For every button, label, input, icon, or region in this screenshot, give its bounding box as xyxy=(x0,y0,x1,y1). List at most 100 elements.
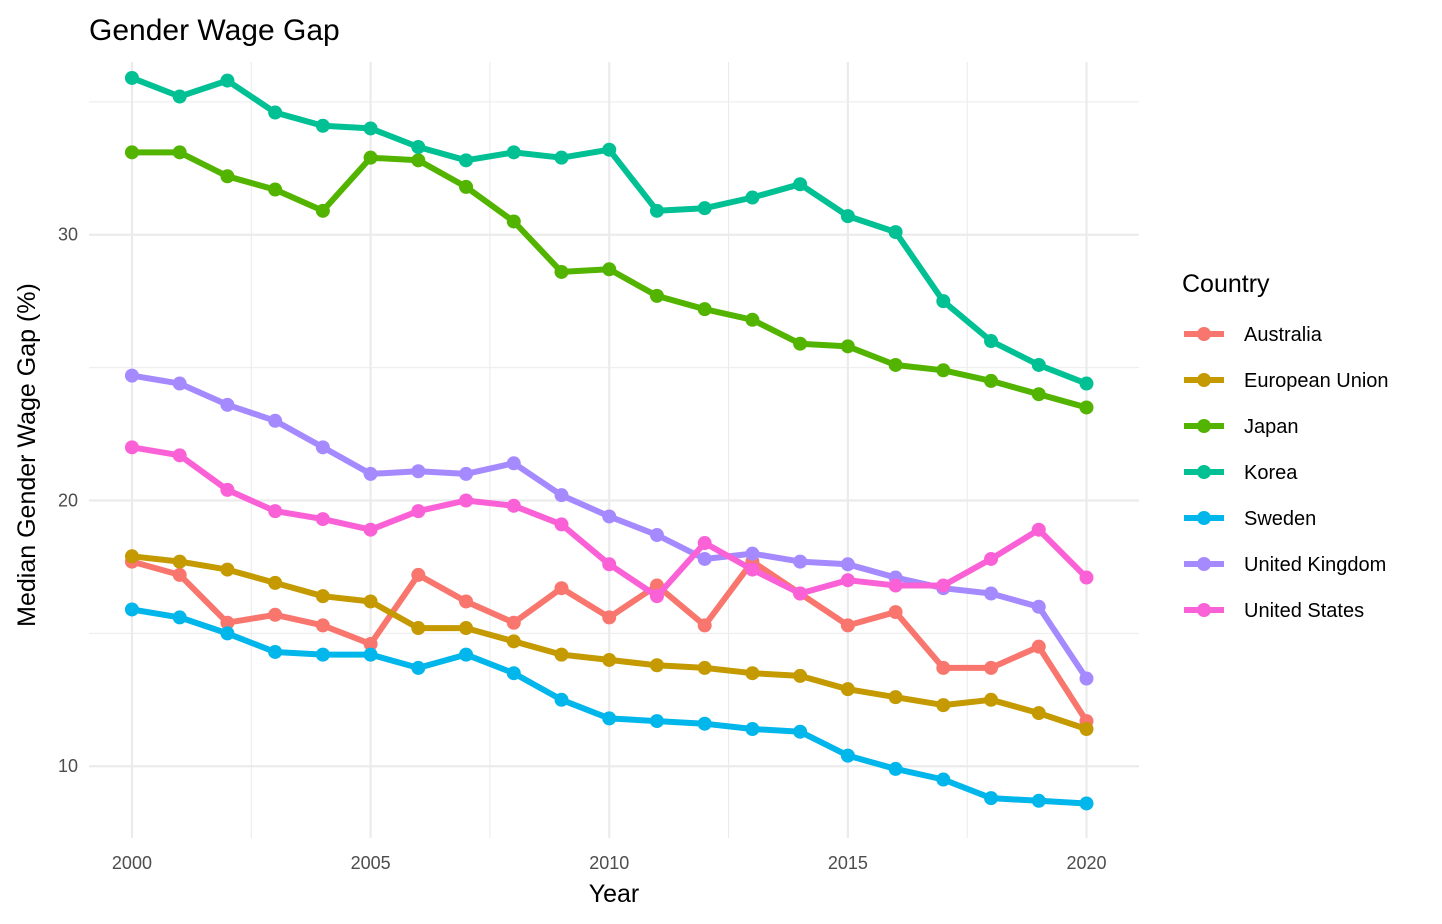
data-point-united-states xyxy=(649,589,664,604)
series-united-states xyxy=(124,440,1094,604)
legend-title: Country xyxy=(1182,270,1270,298)
data-point-european-union xyxy=(315,589,330,604)
data-point-korea xyxy=(172,89,187,104)
data-point-united-states xyxy=(268,504,283,519)
data-point-sweden xyxy=(649,714,664,729)
x-tick-label: 2015 xyxy=(828,853,868,873)
data-point-sweden xyxy=(840,748,855,763)
data-point-korea xyxy=(649,203,664,218)
data-point-japan xyxy=(602,262,617,277)
data-point-united-states xyxy=(697,536,712,551)
legend-key-point xyxy=(1197,603,1211,617)
data-point-united-kingdom xyxy=(220,397,235,412)
data-point-sweden xyxy=(602,711,617,726)
data-point-united-states xyxy=(984,551,999,566)
legend-label: Sweden xyxy=(1244,508,1316,530)
data-point-european-union xyxy=(411,621,426,636)
data-point-korea xyxy=(936,294,951,309)
data-point-united-states xyxy=(315,512,330,527)
data-point-european-union xyxy=(506,634,521,649)
legend-item-australia: Australia xyxy=(1184,324,1323,346)
data-point-korea xyxy=(745,190,760,205)
data-point-korea xyxy=(554,150,569,165)
data-point-australia xyxy=(220,615,235,630)
data-point-japan xyxy=(793,336,808,351)
chart-title: Gender Wage Gap xyxy=(89,14,340,47)
data-point-korea xyxy=(1031,357,1046,372)
data-point-korea xyxy=(888,225,903,240)
legend-item-united-kingdom: United Kingdom xyxy=(1184,554,1386,576)
x-axis-title: Year xyxy=(589,880,640,908)
data-point-japan xyxy=(506,214,521,229)
data-point-australia xyxy=(268,607,283,622)
data-point-united-kingdom xyxy=(411,464,426,479)
data-point-japan xyxy=(124,145,139,160)
legend-label: Korea xyxy=(1244,462,1298,484)
data-point-sweden xyxy=(1079,796,1094,811)
data-point-united-states xyxy=(602,557,617,572)
data-point-european-union xyxy=(554,647,569,662)
x-tick-label: 2010 xyxy=(589,853,629,873)
data-point-korea xyxy=(363,121,378,136)
data-point-sweden xyxy=(220,626,235,641)
data-point-united-kingdom xyxy=(793,554,808,569)
series-european-union xyxy=(124,549,1094,737)
data-point-european-union xyxy=(268,575,283,590)
data-point-korea xyxy=(697,201,712,216)
data-point-sweden xyxy=(984,791,999,806)
data-point-korea xyxy=(1079,376,1094,391)
data-point-sweden xyxy=(268,644,283,659)
data-point-sweden xyxy=(1031,793,1046,808)
data-point-korea xyxy=(602,142,617,157)
data-point-sweden xyxy=(363,647,378,662)
legend-key-point xyxy=(1197,419,1211,433)
data-point-united-kingdom xyxy=(124,368,139,383)
plot-series xyxy=(124,70,1094,811)
data-point-australia xyxy=(1031,639,1046,654)
data-point-korea xyxy=(411,140,426,155)
data-point-japan xyxy=(840,339,855,354)
y-tick-label: 10 xyxy=(58,756,78,776)
data-point-japan xyxy=(1031,387,1046,402)
data-point-australia xyxy=(984,660,999,675)
data-point-european-union xyxy=(172,554,187,569)
legend-key-point xyxy=(1197,465,1211,479)
y-axis-ticks: 10 20 30 xyxy=(58,225,78,777)
data-point-united-states xyxy=(745,562,760,577)
data-point-japan xyxy=(984,373,999,388)
legend-label: Japan xyxy=(1244,416,1299,438)
data-point-japan xyxy=(411,153,426,168)
data-point-australia xyxy=(315,618,330,633)
data-point-united-states xyxy=(936,578,951,593)
data-point-european-union xyxy=(984,692,999,707)
legend-label: European Union xyxy=(1244,370,1389,392)
data-point-european-union xyxy=(888,690,903,705)
data-point-japan xyxy=(649,288,664,303)
data-point-united-states xyxy=(888,578,903,593)
data-point-european-union xyxy=(793,668,808,683)
data-point-united-kingdom xyxy=(363,466,378,481)
data-point-united-states xyxy=(172,448,187,463)
data-point-japan xyxy=(888,357,903,372)
data-point-united-states xyxy=(554,517,569,532)
data-point-united-states xyxy=(459,493,474,508)
data-point-sweden xyxy=(936,772,951,787)
data-point-united-kingdom xyxy=(840,557,855,572)
data-point-european-union xyxy=(649,658,664,673)
data-point-united-states xyxy=(1031,522,1046,537)
data-point-sweden xyxy=(888,761,903,776)
data-point-japan xyxy=(936,363,951,378)
data-point-united-kingdom xyxy=(1079,671,1094,686)
data-point-united-states xyxy=(1079,570,1094,585)
data-point-united-states xyxy=(411,504,426,519)
legend-key-point xyxy=(1197,327,1211,341)
data-point-united-states xyxy=(220,482,235,497)
data-point-united-kingdom xyxy=(459,466,474,481)
data-point-european-union xyxy=(220,562,235,577)
series-japan xyxy=(124,145,1094,415)
data-point-united-states xyxy=(124,440,139,455)
y-axis-title: Median Gender Wage Gap (%) xyxy=(13,283,41,627)
data-point-korea xyxy=(268,105,283,120)
data-point-sweden xyxy=(315,647,330,662)
data-point-european-union xyxy=(363,594,378,609)
